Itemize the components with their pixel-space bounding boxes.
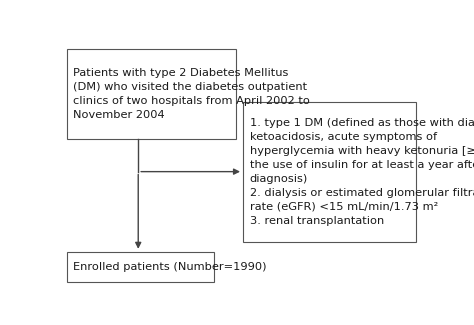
Text: 1. type 1 DM (defined as those with diabetic
ketoacidosis, acute symptoms of
hyp: 1. type 1 DM (defined as those with diab… [249, 118, 474, 226]
FancyBboxPatch shape [243, 101, 416, 242]
FancyBboxPatch shape [66, 252, 213, 282]
FancyBboxPatch shape [66, 49, 236, 139]
Text: Patients with type 2 Diabetes Mellitus
(DM) who visited the diabetes outpatient
: Patients with type 2 Diabetes Mellitus (… [73, 68, 310, 120]
Text: Enrolled patients (Number=1990): Enrolled patients (Number=1990) [73, 262, 267, 272]
